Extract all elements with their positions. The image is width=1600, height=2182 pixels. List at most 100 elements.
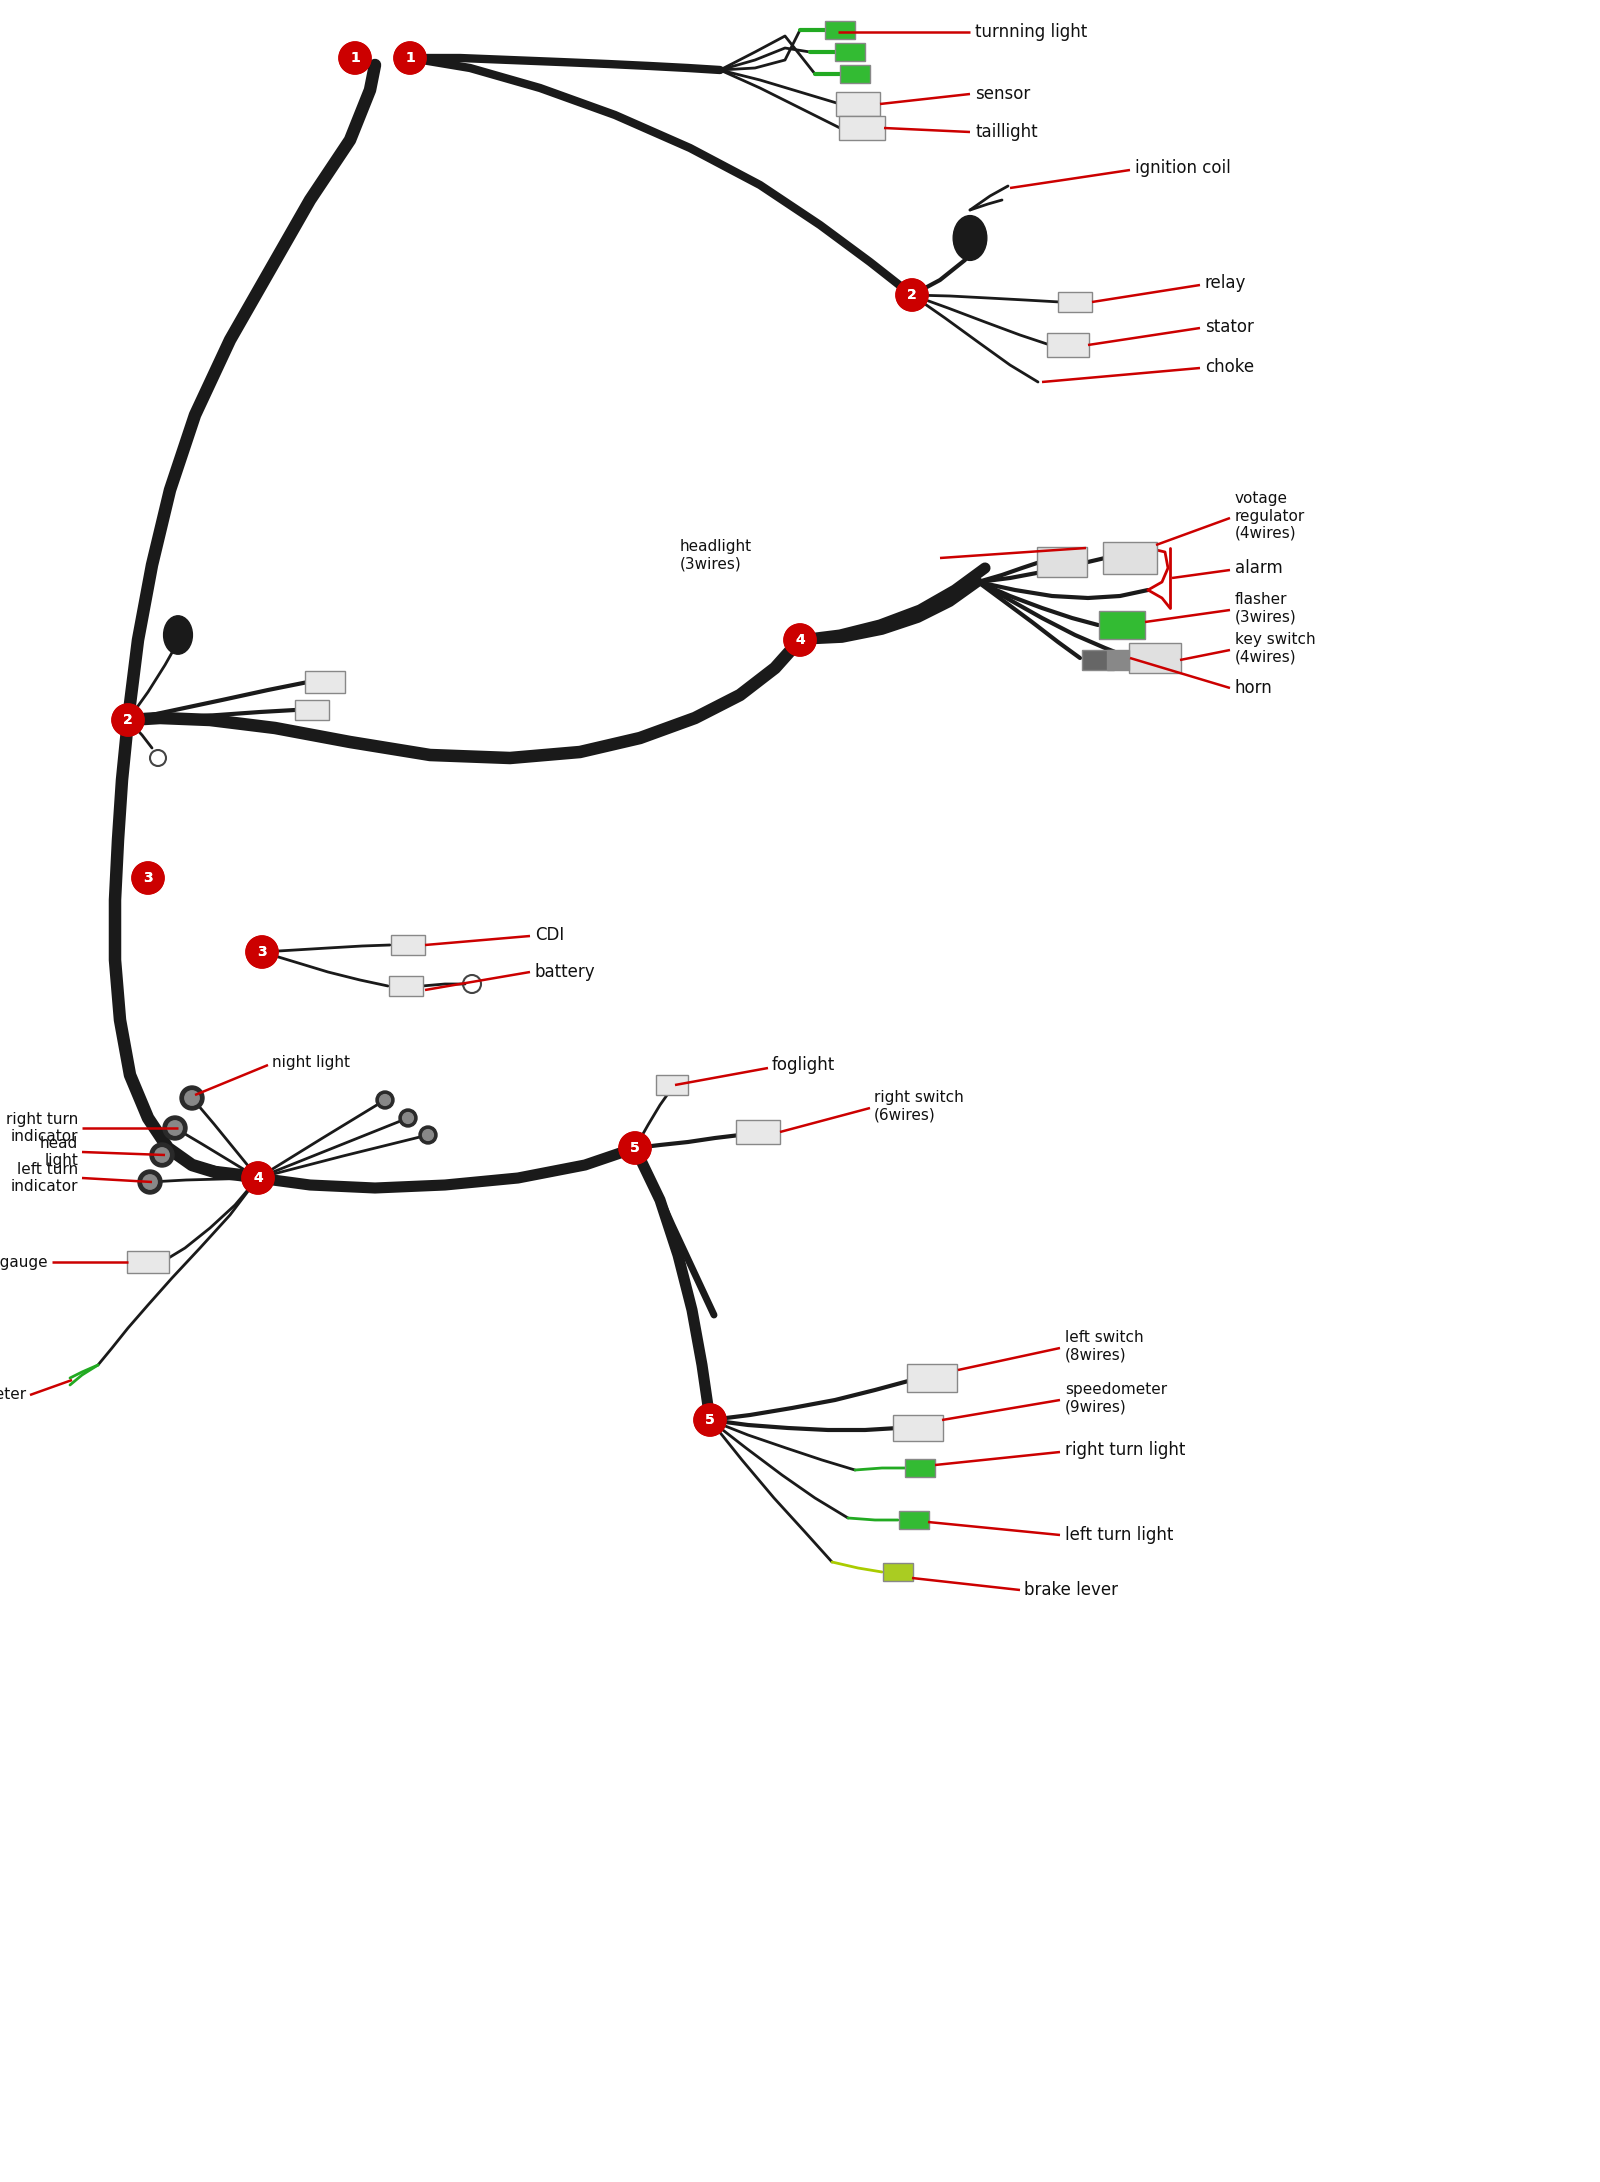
FancyBboxPatch shape [1037,548,1086,576]
Text: 4: 4 [795,633,805,648]
Circle shape [419,1126,437,1143]
Text: foglight: foglight [771,1056,835,1074]
Text: 1: 1 [350,50,360,65]
Text: alarm: alarm [1235,559,1283,576]
FancyBboxPatch shape [826,22,854,39]
Circle shape [138,1170,162,1194]
Text: 5: 5 [630,1141,640,1154]
Circle shape [619,1132,651,1163]
Text: 5: 5 [706,1414,715,1427]
Text: right turn light: right turn light [1066,1440,1186,1460]
Circle shape [179,1087,205,1111]
Circle shape [422,1130,434,1141]
FancyBboxPatch shape [840,65,870,83]
FancyBboxPatch shape [893,1414,942,1440]
Circle shape [403,1113,413,1124]
Text: 3: 3 [258,945,267,960]
Ellipse shape [954,216,987,260]
Circle shape [394,41,426,74]
Text: relay: relay [1205,275,1246,292]
Circle shape [163,1115,187,1139]
FancyBboxPatch shape [294,700,330,720]
Circle shape [339,41,371,74]
Text: 1: 1 [405,50,414,65]
Circle shape [694,1403,726,1436]
Circle shape [242,1163,274,1194]
FancyBboxPatch shape [906,1460,934,1477]
Text: 3: 3 [142,871,154,886]
Text: 2: 2 [123,714,133,727]
Circle shape [112,705,144,735]
Text: sensor: sensor [974,85,1030,103]
FancyBboxPatch shape [1099,611,1146,639]
Text: flasher
(3wires): flasher (3wires) [1235,591,1296,624]
Text: left switch
(8wires): left switch (8wires) [1066,1329,1144,1362]
Text: key switch
(4wires): key switch (4wires) [1235,633,1315,663]
Text: brake lever: brake lever [1024,1582,1118,1599]
FancyBboxPatch shape [1058,292,1091,312]
Text: votage
regulator
(4wires): votage regulator (4wires) [1235,491,1306,541]
Text: head
light: head light [40,1137,78,1167]
FancyBboxPatch shape [1130,644,1181,672]
FancyBboxPatch shape [1082,650,1114,670]
Text: 4: 4 [795,633,805,648]
Text: horn: horn [1235,679,1272,696]
Text: night light: night light [272,1054,350,1069]
FancyBboxPatch shape [907,1364,957,1392]
Circle shape [155,1148,170,1163]
Circle shape [694,1403,726,1436]
Text: 2: 2 [907,288,917,301]
Text: 4: 4 [253,1172,262,1185]
Text: fuel gauge: fuel gauge [0,1255,48,1270]
FancyBboxPatch shape [883,1562,914,1582]
FancyBboxPatch shape [899,1510,930,1530]
Text: 5: 5 [706,1414,715,1427]
Text: 2: 2 [123,714,133,727]
FancyBboxPatch shape [835,44,866,61]
Text: headlight
(3wires): headlight (3wires) [680,539,752,572]
Circle shape [186,1091,200,1106]
Text: 5: 5 [630,1141,640,1154]
FancyBboxPatch shape [1102,541,1157,574]
Text: right turn
indicator: right turn indicator [6,1113,78,1143]
Circle shape [339,41,371,74]
Text: left turn light: left turn light [1066,1525,1173,1545]
Text: taillight: taillight [974,122,1038,142]
Circle shape [896,279,928,312]
Circle shape [168,1122,182,1135]
Circle shape [896,279,928,312]
Circle shape [784,624,816,657]
FancyBboxPatch shape [656,1076,688,1095]
Text: speedometer
(9wires): speedometer (9wires) [1066,1381,1166,1414]
Ellipse shape [163,615,192,655]
FancyBboxPatch shape [1107,650,1130,670]
FancyBboxPatch shape [389,975,422,995]
Circle shape [150,1143,174,1167]
Circle shape [112,705,144,735]
Circle shape [394,41,426,74]
Text: 1: 1 [405,50,414,65]
FancyBboxPatch shape [390,936,426,956]
Circle shape [142,1174,157,1189]
Circle shape [246,936,278,969]
Circle shape [619,1132,651,1163]
Circle shape [398,1108,418,1126]
Text: battery: battery [534,962,595,982]
Text: CDI: CDI [534,925,565,945]
Text: 4: 4 [253,1172,262,1185]
Circle shape [242,1163,274,1194]
Text: 2: 2 [907,288,917,301]
Text: 1: 1 [350,50,360,65]
Text: turnning light: turnning light [974,24,1088,41]
FancyBboxPatch shape [126,1250,170,1272]
Text: right switch
(6wires): right switch (6wires) [874,1089,963,1122]
Text: speedometer: speedometer [0,1388,26,1403]
FancyBboxPatch shape [835,92,880,116]
Text: 3: 3 [142,871,154,886]
Circle shape [131,862,165,895]
Circle shape [131,862,165,895]
Text: ignition coil: ignition coil [1134,159,1230,177]
FancyBboxPatch shape [1046,334,1090,358]
FancyBboxPatch shape [736,1119,781,1143]
Text: stator: stator [1205,319,1254,336]
